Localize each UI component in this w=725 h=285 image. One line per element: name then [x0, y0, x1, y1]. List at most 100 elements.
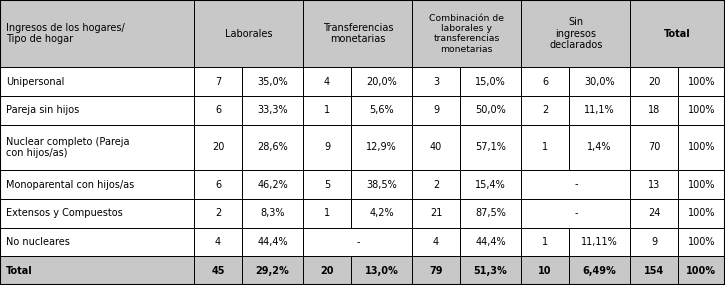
Text: -: - [574, 208, 578, 218]
Bar [241, 170, 303, 199]
Text: Unipersonal: Unipersonal [6, 77, 65, 87]
Text: 1: 1 [542, 237, 548, 247]
Text: Transferencias
monetarias: Transferencias monetarias [323, 23, 393, 44]
Bar [303, 0, 413, 67]
Bar [678, 170, 725, 199]
Bar [0, 256, 194, 285]
Text: 13: 13 [648, 180, 660, 190]
Text: Ingresos de los hogares/
Tipo de hogar: Ingresos de los hogares/ Tipo de hogar [6, 23, 125, 44]
Bar [241, 125, 303, 170]
Text: 4: 4 [215, 237, 221, 247]
Text: Nuclear completo (Pareja
con hijos/as): Nuclear completo (Pareja con hijos/as) [6, 137, 129, 158]
Text: 3: 3 [433, 77, 439, 87]
Text: Laborales: Laborales [225, 29, 273, 39]
Bar [194, 96, 241, 125]
Bar [568, 228, 630, 256]
Bar [460, 67, 521, 96]
Text: 24: 24 [648, 208, 660, 218]
Text: 57,1%: 57,1% [475, 142, 506, 152]
Bar [351, 125, 413, 170]
Text: 100%: 100% [687, 142, 715, 152]
Text: Total: Total [664, 29, 691, 39]
Bar [241, 67, 303, 96]
Text: 2: 2 [433, 180, 439, 190]
Bar [630, 170, 678, 199]
Text: 51,3%: 51,3% [473, 266, 507, 276]
Bar [0, 170, 194, 199]
Bar [630, 199, 678, 228]
Text: 9: 9 [433, 105, 439, 115]
Bar [630, 125, 678, 170]
Bar [521, 96, 568, 125]
Bar [521, 199, 630, 228]
Bar [460, 228, 521, 256]
Text: 8,3%: 8,3% [260, 208, 285, 218]
Bar [303, 170, 351, 199]
Text: 87,5%: 87,5% [475, 208, 506, 218]
Text: 10: 10 [538, 266, 552, 276]
Text: 28,6%: 28,6% [257, 142, 288, 152]
Bar [413, 125, 460, 170]
Text: 100%: 100% [687, 266, 716, 276]
Bar [413, 0, 521, 67]
Text: 38,5%: 38,5% [366, 180, 397, 190]
Text: 44,4%: 44,4% [257, 237, 288, 247]
Text: Extensos y Compuestos: Extensos y Compuestos [6, 208, 123, 218]
Bar [521, 228, 568, 256]
Bar [678, 199, 725, 228]
Text: Pareja sin hijos: Pareja sin hijos [6, 105, 79, 115]
Bar [630, 228, 678, 256]
Text: 33,3%: 33,3% [257, 105, 288, 115]
Bar [241, 228, 303, 256]
Bar [351, 199, 413, 228]
Bar [351, 96, 413, 125]
Bar [0, 199, 194, 228]
Bar [521, 0, 630, 67]
Bar [0, 0, 194, 67]
Bar [241, 256, 303, 285]
Text: 11,1%: 11,1% [584, 105, 615, 115]
Text: 21: 21 [430, 208, 442, 218]
Text: 6,49%: 6,49% [583, 266, 616, 276]
Text: 79: 79 [429, 266, 443, 276]
Bar [241, 199, 303, 228]
Text: 50,0%: 50,0% [475, 105, 506, 115]
Bar [568, 67, 630, 96]
Text: Combinación de
laborales y
transferencias
monetarias: Combinación de laborales y transferencia… [429, 14, 505, 54]
Bar [460, 96, 521, 125]
Text: 6: 6 [542, 77, 548, 87]
Text: 40: 40 [430, 142, 442, 152]
Bar [303, 67, 351, 96]
Bar [678, 67, 725, 96]
Bar [303, 125, 351, 170]
Bar [521, 256, 568, 285]
Text: -: - [574, 180, 578, 190]
Text: 11,11%: 11,11% [581, 237, 618, 247]
Bar [460, 170, 521, 199]
Text: 154: 154 [644, 266, 664, 276]
Bar [521, 67, 568, 96]
Bar [303, 199, 351, 228]
Text: 6: 6 [215, 105, 221, 115]
Bar [241, 96, 303, 125]
Bar [678, 256, 725, 285]
Bar [303, 256, 351, 285]
Text: 12,9%: 12,9% [366, 142, 397, 152]
Bar [630, 0, 725, 67]
Text: 4: 4 [324, 77, 330, 87]
Bar [0, 125, 194, 170]
Text: 20: 20 [648, 77, 660, 87]
Text: 1: 1 [324, 208, 330, 218]
Bar [194, 256, 241, 285]
Bar [413, 67, 460, 96]
Bar [194, 199, 241, 228]
Text: 4,2%: 4,2% [369, 208, 394, 218]
Bar [194, 0, 303, 67]
Text: Sin
ingresos
declarados: Sin ingresos declarados [549, 17, 602, 50]
Bar [568, 125, 630, 170]
Bar [194, 170, 241, 199]
Bar [521, 170, 630, 199]
Text: 4: 4 [433, 237, 439, 247]
Bar [460, 125, 521, 170]
Bar [678, 228, 725, 256]
